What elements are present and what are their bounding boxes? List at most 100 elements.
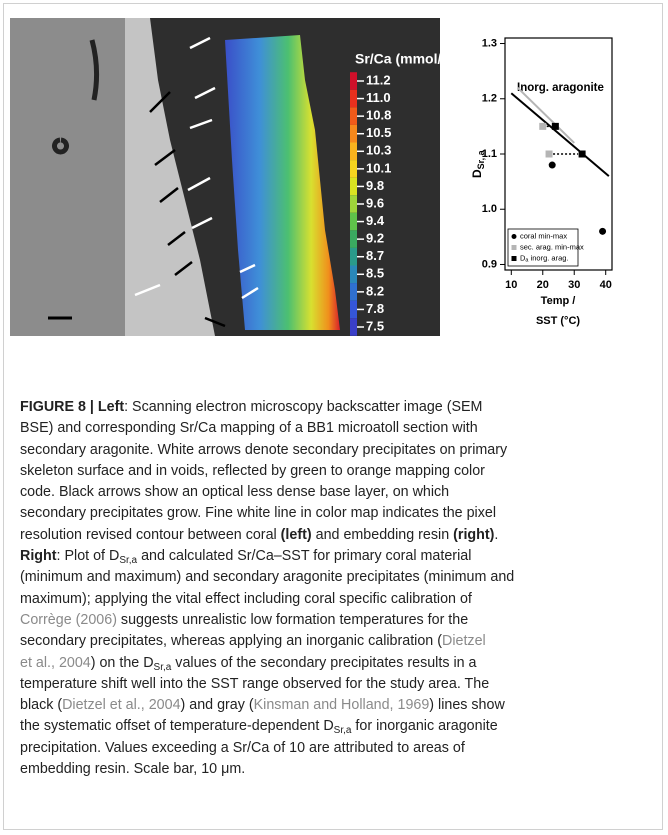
caption-text: black ( — [20, 697, 62, 713]
caption-text: BSE) and corresponding Sr/Ca mapping of … — [20, 420, 478, 436]
legend-label-part: sec. arag. min-max — [520, 242, 584, 251]
caption-text: (right) — [453, 527, 494, 543]
caption-text: Sr,a — [154, 662, 172, 673]
data-point — [539, 123, 546, 130]
colorbar-label: 10.1 — [366, 160, 391, 175]
caption-line: FIGURE 8 | Left: Scanning electron micro… — [20, 397, 514, 418]
colorbar-label: 9.2 — [366, 231, 384, 246]
y-tick-label: 1.3 — [482, 37, 497, 49]
colorbar-title: Sr/Ca (mmol/mol) — [355, 51, 471, 67]
data-point — [599, 228, 606, 235]
legend-marker — [512, 245, 517, 250]
caption-text: the systematic offset of temperature-dep… — [20, 718, 334, 734]
colorbar-label: 9.4 — [366, 213, 385, 228]
legend-label: coral min-max — [520, 231, 567, 240]
caption-text: skeleton surface and in voids, reflected… — [20, 463, 485, 479]
citation-link[interactable]: Dietzel — [442, 633, 486, 649]
legend-label-part: inorg. arag. — [528, 253, 568, 262]
caption-text: FIGURE 8 | Left — [20, 399, 124, 415]
citation-link[interactable]: Dietzel et al., 2004 — [62, 697, 180, 713]
caption-line: secondary precipitates, whereas applying… — [20, 631, 514, 652]
caption-text: Sr,a — [119, 555, 137, 566]
caption-text: Sr,a — [334, 725, 352, 736]
legend-label: sec. arag. min-max — [520, 242, 584, 251]
colorbar-cell — [350, 107, 357, 125]
caption-text: (minimum and maximum) and secondary arag… — [20, 569, 514, 585]
colorbar-cell — [350, 160, 357, 178]
caption-text: and embedding resin — [312, 527, 453, 543]
colorbar-cell — [350, 90, 357, 108]
colorbar-label: 8.7 — [366, 248, 384, 263]
colorbar-cell — [350, 213, 357, 231]
citation-link[interactable]: Corrège (2006) — [20, 612, 117, 628]
y-tick-label: 1.2 — [482, 93, 497, 105]
colorbar-label: 10.5 — [366, 125, 391, 140]
colorbar-label: 7.5 — [366, 318, 384, 333]
colorbar-label: 9.8 — [366, 178, 384, 193]
legend-marker — [512, 234, 517, 239]
data-point — [549, 162, 556, 169]
caption-line: temperature shift well into the SST rang… — [20, 674, 514, 695]
caption: FIGURE 8 | Left: Scanning electron micro… — [20, 397, 514, 780]
x-tick-label: 10 — [505, 279, 517, 291]
caption-line: precipitation. Values exceeding a Sr/Ca … — [20, 738, 514, 759]
legend-marker — [512, 256, 517, 261]
caption-line: embedding resin. Scale bar, 10 μm. — [20, 759, 514, 780]
caption-line: et al., 2004) on the DSr,a values of the… — [20, 653, 514, 674]
caption-text: ) on the D — [91, 655, 154, 671]
colorbar-label: 11.2 — [366, 72, 391, 87]
x-axis-label: SST (°C) — [536, 315, 580, 327]
caption-text: (left) — [281, 527, 312, 543]
page: Sr/Ca (mmol/mol) 11.211.010.810.510.310.… — [0, 0, 668, 835]
colorbar-cell — [350, 143, 357, 161]
x-tick-label: 20 — [537, 279, 549, 291]
caption-text: secondary precipitates, whereas applying… — [20, 633, 442, 649]
colorbar-cell — [350, 301, 357, 319]
y-tick-label: 1.0 — [482, 203, 497, 215]
colorbar-cell — [350, 266, 357, 284]
colorbar-label: 10.8 — [366, 108, 391, 123]
caption-text: embedding resin. Scale bar, 10 μm. — [20, 761, 245, 777]
caption-line: black (Dietzel et al., 2004) and gray (K… — [20, 695, 514, 716]
caption-line: the systematic offset of temperature-dep… — [20, 716, 514, 737]
legend-label-part: coral min-max — [520, 231, 567, 240]
y-tick-label: 0.9 — [482, 258, 497, 270]
caption-text: values of the secondary precipitates res… — [171, 655, 476, 671]
data-point — [579, 151, 586, 158]
y-axis-label: DSr, a — [470, 149, 486, 178]
caption-line: (minimum and maximum) and secondary arag… — [20, 567, 514, 588]
colorbar-cell — [350, 195, 357, 213]
x-tick-label: 30 — [568, 279, 580, 291]
caption-text: precipitation. Values exceeding a Sr/Ca … — [20, 740, 465, 756]
x-tick-label: 40 — [600, 279, 612, 291]
colorbar-cell — [350, 318, 357, 336]
annotation: Inorg. aragonite — [517, 82, 604, 94]
caption-text: Right — [20, 548, 57, 564]
caption-line: BSE) and corresponding Sr/Ca mapping of … — [20, 418, 514, 439]
y-axis-label-main: D — [470, 169, 484, 178]
caption-text: temperature shift well into the SST rang… — [20, 676, 489, 692]
colorbar-label: 11.0 — [366, 90, 391, 105]
citation-link[interactable]: Kinsman and Holland, 1969 — [254, 697, 430, 713]
citation-link[interactable]: et al., 2004 — [20, 655, 91, 671]
caption-text: ) lines show — [429, 697, 505, 713]
caption-text: . — [494, 527, 498, 543]
colorbar-label: 9.6 — [366, 195, 384, 210]
colorbar-cell — [350, 125, 357, 143]
regression-line — [511, 93, 609, 176]
y-axis-label-sub: Sr, a — [476, 149, 486, 169]
sem-left — [10, 18, 125, 336]
caption-text: secondary precipitates grow. Fine white … — [20, 505, 496, 521]
caption-text: : Scanning electron microscopy backscatt… — [124, 399, 482, 415]
caption-text: ) and gray ( — [181, 697, 254, 713]
figure: Sr/Ca (mmol/mol) 11.211.010.810.510.310.… — [0, 0, 668, 390]
caption-text: for inorganic aragonite — [351, 718, 497, 734]
x-axis-label: Temp / — [541, 295, 576, 307]
caption-line: secondary aragonite. White arrows denote… — [20, 440, 514, 461]
caption-line: Right: Plot of DSr,a and calculated Sr/C… — [20, 546, 514, 567]
caption-text: : Plot of D — [57, 548, 120, 564]
caption-text: resolution revised contour between coral — [20, 527, 281, 543]
caption-line: code. Black arrows show an optical less … — [20, 482, 514, 503]
colorbar-cell — [350, 230, 357, 248]
caption-line: secondary precipitates grow. Fine white … — [20, 503, 514, 524]
